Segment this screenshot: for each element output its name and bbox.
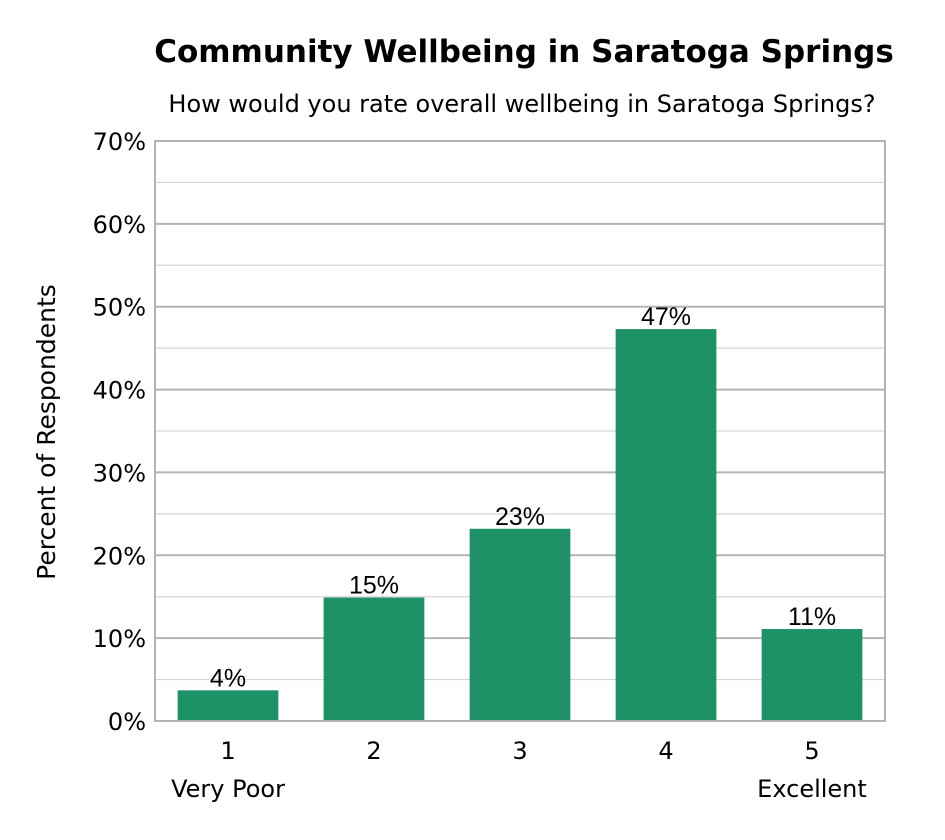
x-tick-sublabel: Very Poor [171, 775, 285, 803]
chart-subtitle: How would you rate overall wellbeing in … [168, 90, 875, 118]
data-label: 47% [641, 303, 691, 331]
y-tick-label: 20% [93, 542, 146, 570]
x-tick-label: 2 [366, 737, 381, 765]
bar [615, 329, 717, 721]
bar [177, 690, 279, 721]
x-tick-label: 3 [512, 737, 527, 765]
y-tick-label: 70% [93, 128, 146, 156]
bar [761, 629, 863, 721]
x-tick-label: 5 [804, 737, 819, 765]
y-tick-label: 40% [93, 377, 146, 405]
y-axis-title: Percent of Respondents [32, 284, 61, 580]
y-tick-label: 30% [93, 459, 146, 487]
bar [469, 528, 571, 721]
bar [323, 597, 425, 721]
x-tick-sublabel: Excellent [757, 775, 867, 803]
y-tick-label: 60% [93, 211, 146, 239]
data-label: 4% [210, 664, 246, 692]
y-tick-label: 50% [93, 294, 146, 322]
x-tick-label: 4 [658, 737, 673, 765]
y-tick-label: 0% [108, 708, 146, 736]
x-tick-label: 1 [220, 737, 235, 765]
bars [177, 329, 863, 721]
y-axis-ticks: 0% 10% 20% 30% 40% 50% 60% 70% [93, 128, 146, 736]
data-label: 11% [788, 603, 836, 631]
data-label: 15% [349, 572, 399, 600]
plot-area-frame [154, 140, 886, 722]
chart-title: Community Wellbeing in Saratoga Springs [154, 34, 894, 70]
data-label: 23% [495, 503, 545, 531]
y-tick-label: 10% [93, 625, 146, 653]
x-axis-ticks: 1 Very Poor 2 3 4 5 Excellent [171, 737, 867, 803]
data-labels: 4% 15% 23% 47% 11% [210, 303, 836, 692]
